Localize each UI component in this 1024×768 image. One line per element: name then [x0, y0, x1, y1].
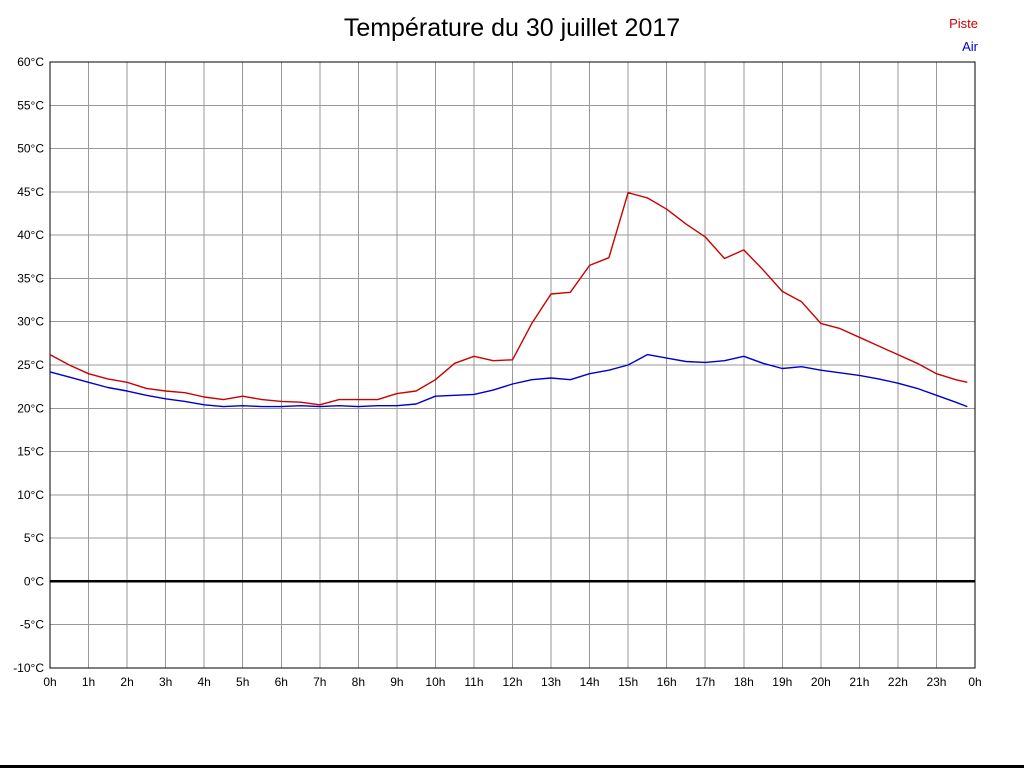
svg-text:1h: 1h	[82, 675, 95, 689]
svg-text:50°C: 50°C	[17, 142, 44, 156]
svg-text:0h: 0h	[43, 675, 56, 689]
legend-item-air: Air	[962, 39, 978, 54]
svg-text:55°C: 55°C	[17, 98, 44, 112]
svg-text:25°C: 25°C	[17, 358, 44, 372]
svg-text:4h: 4h	[197, 675, 210, 689]
svg-text:16h: 16h	[657, 675, 677, 689]
svg-text:35°C: 35°C	[17, 271, 44, 285]
svg-text:60°C: 60°C	[17, 55, 44, 69]
svg-text:20h: 20h	[811, 675, 831, 689]
svg-text:9h: 9h	[390, 675, 403, 689]
svg-text:23h: 23h	[926, 675, 946, 689]
svg-text:40°C: 40°C	[17, 228, 44, 242]
svg-text:3h: 3h	[159, 675, 172, 689]
svg-text:-10°C: -10°C	[13, 661, 44, 675]
svg-text:20°C: 20°C	[17, 401, 44, 415]
svg-text:10h: 10h	[425, 675, 445, 689]
svg-text:17h: 17h	[695, 675, 715, 689]
svg-text:12h: 12h	[502, 675, 522, 689]
legend-item-piste: Piste	[949, 16, 978, 31]
svg-text:15°C: 15°C	[17, 445, 44, 459]
svg-text:6h: 6h	[275, 675, 288, 689]
svg-text:30°C: 30°C	[17, 315, 44, 329]
bottom-border-line	[0, 765, 1024, 768]
svg-text:5h: 5h	[236, 675, 249, 689]
svg-text:18h: 18h	[734, 675, 754, 689]
svg-text:13h: 13h	[541, 675, 561, 689]
svg-text:10°C: 10°C	[17, 488, 44, 502]
svg-text:7h: 7h	[313, 675, 326, 689]
svg-text:5°C: 5°C	[24, 531, 44, 545]
svg-text:0°C: 0°C	[24, 574, 44, 588]
svg-text:19h: 19h	[772, 675, 792, 689]
chart-title: Température du 30 juillet 2017	[343, 14, 681, 42]
svg-text:2h: 2h	[120, 675, 133, 689]
svg-text:11h: 11h	[464, 675, 483, 689]
svg-text:15h: 15h	[618, 675, 638, 689]
svg-text:22h: 22h	[888, 675, 908, 689]
svg-text:0h: 0h	[968, 675, 981, 689]
svg-text:-5°C: -5°C	[20, 618, 44, 632]
svg-text:21h: 21h	[849, 675, 869, 689]
svg-text:14h: 14h	[580, 675, 600, 689]
svg-text:45°C: 45°C	[17, 185, 44, 199]
svg-text:8h: 8h	[352, 675, 365, 689]
chart-legend: Piste Air	[949, 12, 978, 58]
